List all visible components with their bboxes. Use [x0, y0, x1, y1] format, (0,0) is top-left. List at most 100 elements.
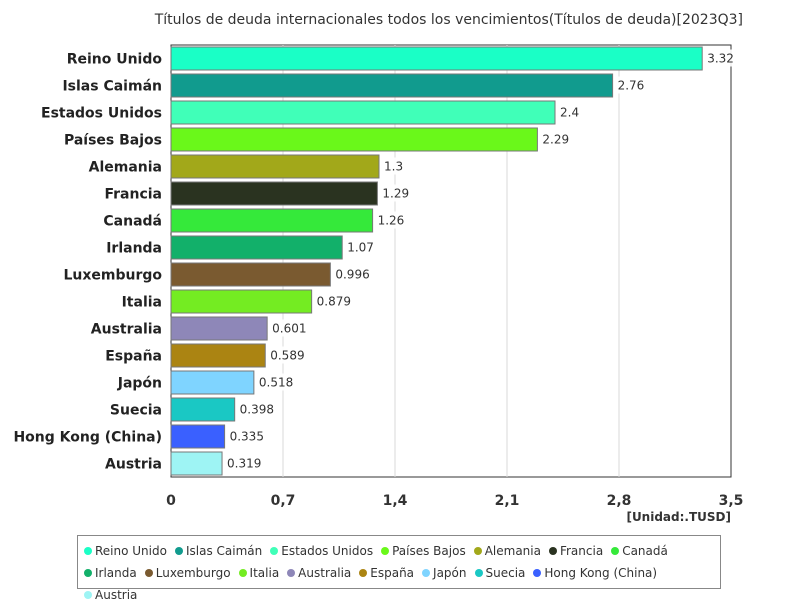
category-label: Francia — [104, 187, 162, 203]
legend-swatch — [548, 547, 557, 555]
category-label: Suecia — [110, 403, 162, 419]
data-label: 1.29 — [382, 187, 409, 201]
data-label: 3.32 — [707, 52, 734, 66]
legend-swatch — [381, 547, 390, 555]
bar — [170, 73, 614, 98]
category-label: Islas Caimán — [62, 79, 162, 95]
bar — [170, 181, 378, 206]
bar — [170, 235, 343, 260]
data-label: 0.879 — [317, 295, 351, 309]
bar — [170, 100, 556, 125]
legend-label: Canadá — [622, 544, 668, 558]
data-label-background — [312, 292, 353, 310]
legend-swatch — [359, 569, 368, 577]
data-label-background — [538, 130, 572, 148]
legend-item: Canadá — [611, 540, 668, 562]
bar — [170, 370, 255, 395]
legend-label: Reino Unido — [95, 544, 167, 558]
data-label-background — [380, 157, 407, 175]
legend-swatch — [474, 569, 483, 577]
legend-swatch — [238, 569, 247, 577]
data-label-background — [331, 265, 371, 283]
legend-item: Irlanda — [84, 562, 137, 584]
legend-swatch — [84, 569, 92, 577]
legend-item: Islas Caimán — [174, 540, 262, 562]
legend-label: Luxemburgo — [155, 566, 231, 580]
data-label: 2.29 — [542, 133, 569, 147]
legend-item: Alemania — [473, 540, 541, 562]
x-tick-label: 1,4 — [383, 493, 408, 509]
data-label: 0.518 — [259, 376, 293, 390]
legend-label: Irlanda — [95, 566, 137, 580]
category-label: Alemania — [89, 160, 162, 176]
bar — [170, 397, 236, 422]
data-label: 0.589 — [270, 349, 304, 363]
x-tick-label: 0,7 — [271, 493, 296, 509]
data-label-background — [613, 76, 647, 94]
category-label: Austria — [105, 457, 162, 473]
data-label: 0.319 — [227, 457, 261, 471]
legend-item: Italia — [238, 562, 279, 584]
unit-label: [Unidad:.TUSD] — [626, 510, 731, 524]
x-tick-label: 0 — [166, 493, 176, 509]
category-label: Irlanda — [106, 241, 162, 257]
legend-label: Japón — [433, 566, 467, 580]
legend-label: Australia — [298, 566, 352, 580]
legend-label: Austria — [95, 588, 138, 602]
bar — [170, 451, 223, 476]
data-label: 1.26 — [378, 214, 405, 228]
legend-item: Japón — [422, 562, 467, 584]
legend-item: Luxemburgo — [144, 562, 231, 584]
bar — [170, 343, 266, 368]
plot-area: 0 0,7 1,4 2,1 2,8 3,5 Reino Unido 3.32 Islas Cai… — [13, 44, 744, 509]
plot-frame — [170, 44, 732, 478]
legend-swatch — [422, 569, 431, 577]
category-label: Japón — [117, 376, 162, 392]
legend-label: Suecia — [485, 566, 526, 580]
legend-label: Francia — [559, 544, 604, 558]
legend-label: Alemania — [484, 544, 541, 558]
bar — [170, 262, 331, 287]
legend-swatch — [533, 569, 542, 577]
data-label-background — [266, 346, 306, 364]
legend-item: España — [359, 562, 414, 584]
legend-item: Estados Unidos — [270, 540, 373, 562]
legend-label: Estados Unidos — [281, 544, 374, 558]
bar — [170, 127, 538, 152]
data-label: 2.4 — [560, 106, 579, 120]
bar — [170, 316, 268, 341]
category-label: Países Bajos — [64, 133, 162, 149]
legend-swatch — [287, 569, 296, 577]
legend-item: Australia — [287, 562, 351, 584]
category-label: Canadá — [103, 214, 162, 230]
legend-swatch — [174, 547, 183, 555]
data-label-background — [378, 184, 412, 202]
data-label: 0.601 — [272, 322, 306, 336]
x-tick-label: 2,8 — [607, 493, 632, 509]
legend-swatch — [84, 591, 92, 599]
chart-title: Títulos de deuda internacionales todos l… — [154, 12, 743, 28]
data-label: 0.996 — [335, 268, 369, 282]
data-label-background — [254, 373, 295, 391]
bar — [170, 154, 380, 179]
x-tick-label: 3,5 — [719, 493, 744, 509]
legend-item: Reino Unido — [84, 540, 167, 562]
legend-swatch — [144, 569, 153, 577]
legend-item: Hong Kong (China) — [533, 562, 657, 584]
data-label: 2.76 — [618, 79, 645, 93]
category-label: Reino Unido — [67, 52, 163, 68]
legend-swatch — [270, 547, 279, 555]
legend-label: Hong Kong (China) — [544, 566, 658, 580]
bar — [170, 424, 226, 449]
category-label: Hong Kong (China) — [13, 430, 162, 446]
data-label-background — [343, 238, 376, 256]
data-label: 1.07 — [347, 241, 374, 255]
category-label: Italia — [122, 295, 162, 311]
data-label-background — [703, 49, 736, 67]
category-label: Luxemburgo — [63, 268, 162, 284]
data-label: 0.398 — [240, 403, 274, 417]
x-tick-label: 2,1 — [495, 493, 520, 509]
data-label-background — [268, 319, 308, 337]
category-label: Australia — [91, 322, 162, 338]
